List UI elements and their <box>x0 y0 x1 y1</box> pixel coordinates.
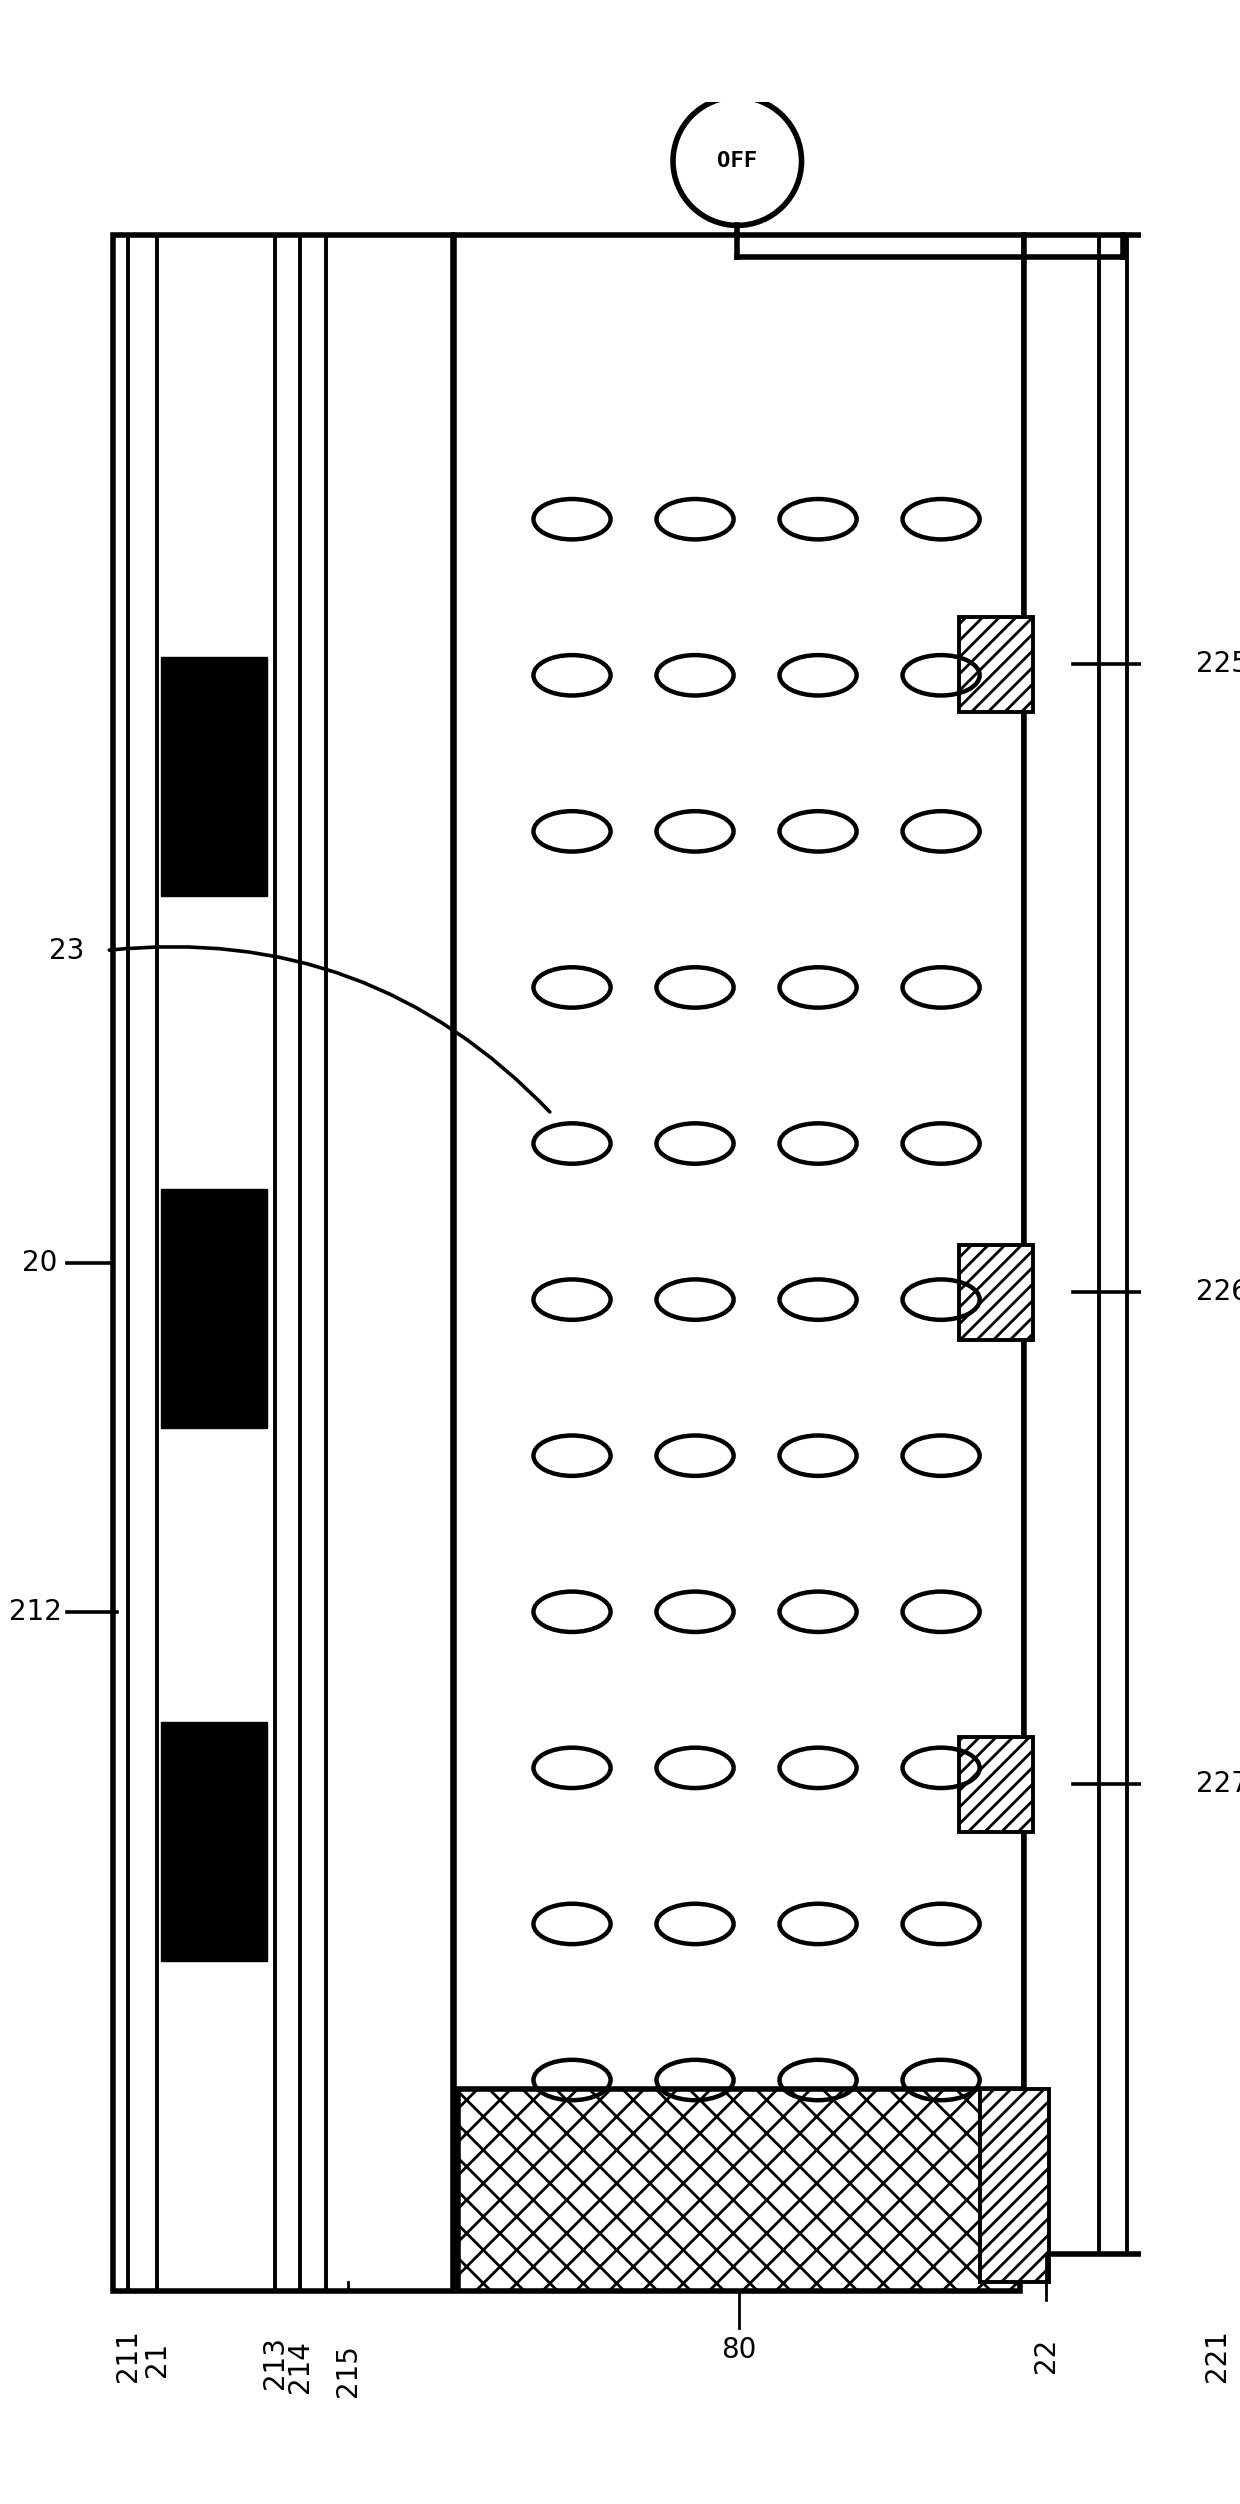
Bar <box>1024 235 1225 2254</box>
Text: 225: 225 <box>1197 651 1240 679</box>
Text: 22: 22 <box>1032 2339 1060 2374</box>
Text: 221: 221 <box>1203 2329 1230 2381</box>
Bar <box>326 235 451 2291</box>
Text: 20: 20 <box>22 1249 57 1277</box>
Text: 213: 213 <box>260 2336 289 2389</box>
Text: 214: 214 <box>286 2341 314 2394</box>
Bar <box>1028 235 1097 2254</box>
Text: B: B <box>215 719 232 741</box>
Bar <box>458 2088 1021 2291</box>
Text: 211: 211 <box>114 2329 141 2381</box>
Bar <box>161 656 267 896</box>
Text: 21: 21 <box>143 2341 171 2376</box>
Text: 212: 212 <box>10 1598 62 1625</box>
Text: G: G <box>213 1252 233 1275</box>
Bar <box>980 2088 1049 2281</box>
Bar <box>960 616 1033 711</box>
Bar <box>960 1244 1033 1340</box>
Bar <box>455 235 1024 2254</box>
Text: 226: 226 <box>1197 1277 1240 1307</box>
Text: 227: 227 <box>1197 1770 1240 1798</box>
Text: 215: 215 <box>334 2344 362 2396</box>
Bar <box>113 235 453 2291</box>
Bar <box>161 1723 267 1961</box>
Bar <box>161 1189 267 1427</box>
Text: 80: 80 <box>722 2336 756 2364</box>
Text: R: R <box>215 1783 232 1808</box>
Bar <box>960 1738 1033 1833</box>
Text: OFF: OFF <box>717 150 758 170</box>
Text: 23: 23 <box>50 936 84 964</box>
